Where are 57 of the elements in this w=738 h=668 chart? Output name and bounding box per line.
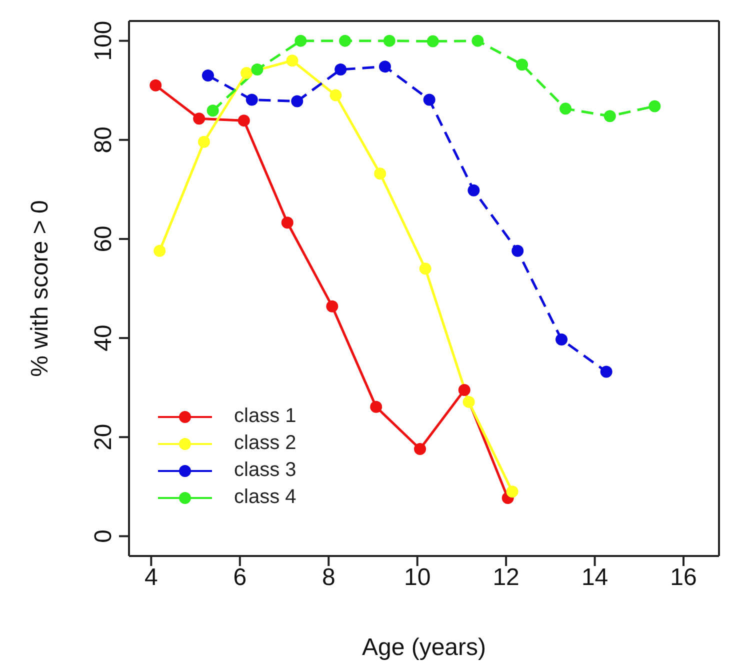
point [512,244,524,257]
point [294,34,307,47]
y-tick-label: 0 [90,530,117,543]
point [206,104,219,117]
point [154,244,166,257]
point [193,112,206,125]
x-tick-label: 12 [492,564,520,592]
point [556,334,568,346]
point [600,366,612,378]
point [462,396,475,408]
point [150,79,162,92]
point [560,102,572,115]
point [198,136,210,148]
point [423,94,436,106]
point [468,184,480,196]
x-tick-label: 6 [233,564,247,592]
x-tick-label: 8 [322,564,336,592]
y-tick-label: 20 [90,424,117,450]
legend-label: class 4 [234,486,296,509]
x-tick-label: 10 [404,564,431,592]
point [370,400,382,413]
point [251,64,264,76]
point [506,486,518,498]
point [378,60,391,73]
y-axis-title: % with score > 0 [26,200,54,377]
point [202,69,214,82]
point [238,114,250,127]
point [419,262,432,275]
x-axis-title: Age (years) [362,634,486,661]
point [339,34,352,47]
x-tick-label: 4 [144,564,158,592]
point [472,34,484,47]
point [374,168,386,180]
point [604,110,616,122]
point [458,384,470,396]
point [240,67,253,80]
point [291,95,304,108]
point [246,94,258,106]
point [326,300,338,312]
y-tick-label: 80 [90,126,117,154]
point [286,54,298,67]
point [334,64,347,76]
legend-label: class 2 [234,432,296,455]
legend-label: class 1 [234,405,296,428]
y-tick-label: 60 [90,226,117,252]
point [281,216,294,229]
point [516,58,528,71]
y-tick-label: 40 [90,324,117,352]
point [383,34,396,47]
x-tick-label: 14 [581,564,608,592]
point [414,443,426,455]
point [648,100,661,112]
legend-label: class 3 [234,459,296,482]
point [426,35,439,48]
x-tick-label: 16 [670,564,697,592]
point [330,89,342,102]
y-tick-label: 100 [90,20,117,61]
